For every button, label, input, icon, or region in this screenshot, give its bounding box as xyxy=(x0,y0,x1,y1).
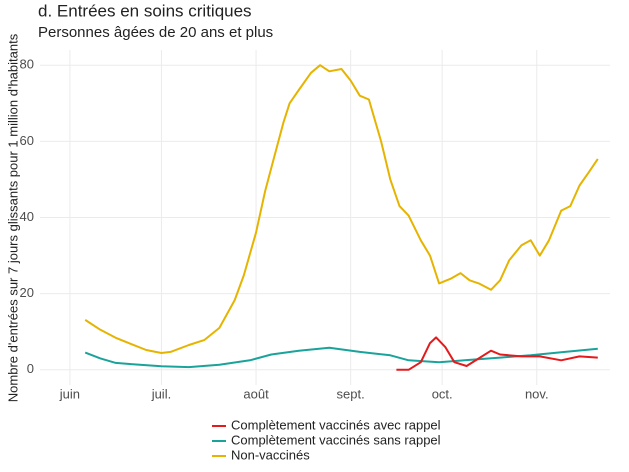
chart-title: d. Entrées en soins critiques xyxy=(38,1,252,20)
y-axis-label: Nombre d'entrées sur 7 jours glissants p… xyxy=(5,33,20,402)
y-tick-label: 80 xyxy=(20,57,34,72)
x-tick-label: sept. xyxy=(337,386,365,401)
y-tick-label: 0 xyxy=(27,361,34,376)
x-tick-label: oct. xyxy=(432,386,453,401)
series-line xyxy=(84,346,598,369)
x-tick-label: juil. xyxy=(151,386,172,401)
y-tick-label: 20 xyxy=(20,285,34,300)
x-tick-label: juin xyxy=(59,386,80,401)
y-tick-label: 40 xyxy=(20,209,34,224)
series-line xyxy=(84,64,599,354)
legend-label: Complètement vaccinés avec rappel xyxy=(231,417,441,432)
y-tick-label: 60 xyxy=(20,133,34,148)
chart-subtitle: Personnes âgées de 20 ans et plus xyxy=(38,24,273,41)
legend-label: Non-vaccinés xyxy=(231,447,310,462)
legend-label: Complètement vaccinés sans rappel xyxy=(231,432,441,447)
x-tick-label: août xyxy=(243,386,269,401)
series-line xyxy=(396,336,598,371)
x-tick-label: nov. xyxy=(525,386,549,401)
